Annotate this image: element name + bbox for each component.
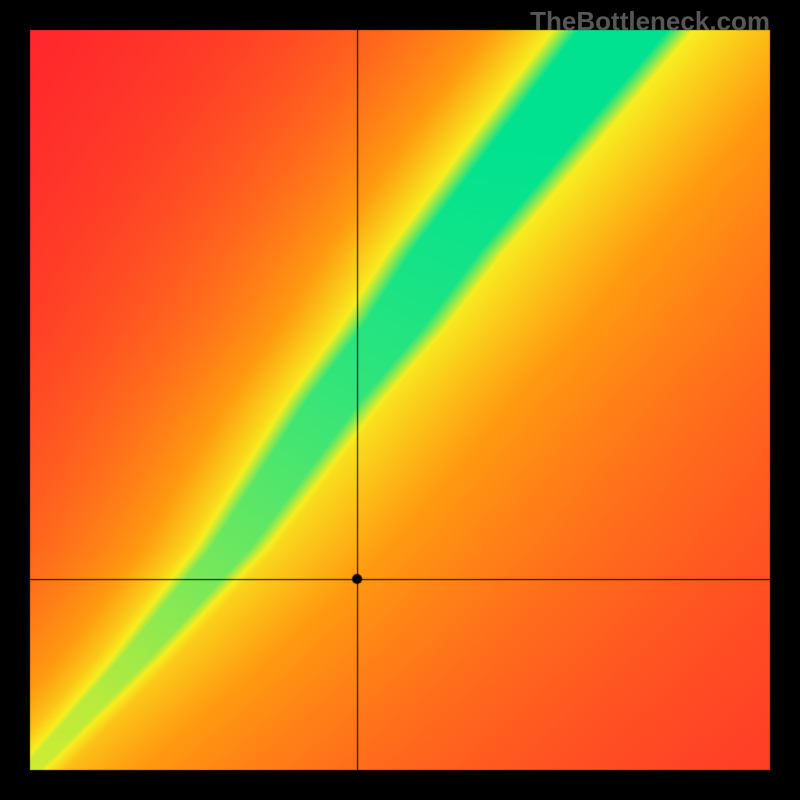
- watermark-text: TheBottleneck.com: [530, 6, 770, 37]
- bottleneck-heatmap-canvas: [0, 0, 800, 800]
- chart-container: TheBottleneck.com: [0, 0, 800, 800]
